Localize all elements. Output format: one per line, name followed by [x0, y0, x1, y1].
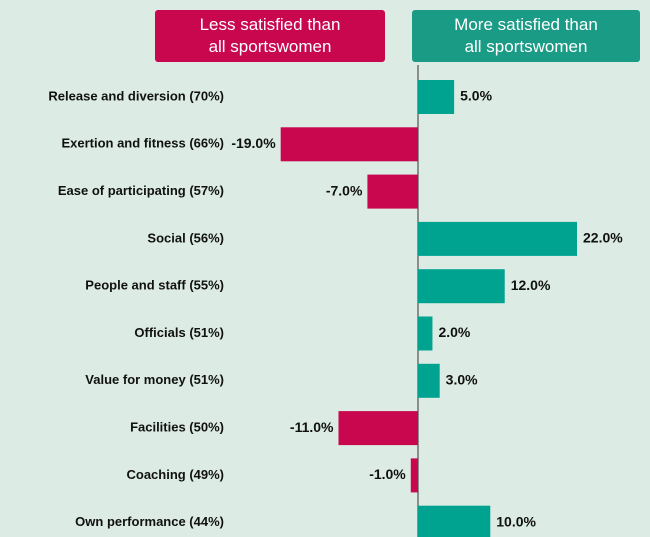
- category-label: Exertion and fitness (66%): [61, 136, 224, 151]
- legend-positive: More satisfied than all sportswomen: [412, 10, 640, 62]
- category-label: People and staff (55%): [85, 278, 224, 293]
- bar: [418, 505, 491, 537]
- category-label: Facilities (50%): [130, 420, 224, 435]
- value-label: -19.0%: [231, 135, 276, 151]
- value-label: 3.0%: [446, 372, 478, 388]
- value-label: -1.0%: [369, 466, 406, 482]
- category-label: Coaching (49%): [126, 467, 224, 482]
- value-label: 22.0%: [583, 230, 623, 246]
- category-label: Officials (51%): [134, 325, 224, 340]
- bar: [418, 316, 433, 351]
- category-label: Ease of participating (57%): [58, 183, 224, 198]
- bar: [338, 411, 418, 446]
- value-label: 10.0%: [496, 513, 536, 529]
- category-label: Value for money (51%): [85, 372, 224, 387]
- bar: [367, 174, 418, 209]
- bar: [418, 363, 440, 398]
- value-label: 2.0%: [438, 324, 470, 340]
- bar: [418, 80, 455, 114]
- legend-negative: Less satisfied than all sportswomen: [155, 10, 385, 62]
- value-label: 12.0%: [511, 277, 551, 293]
- category-label: Release and diversion (70%): [48, 88, 224, 103]
- bar: [418, 221, 577, 256]
- bar: [410, 458, 418, 493]
- value-label: -11.0%: [290, 419, 334, 435]
- value-label: 5.0%: [460, 88, 492, 104]
- category-label: Social (56%): [147, 230, 224, 245]
- bar: [418, 269, 505, 304]
- bar: [280, 127, 418, 162]
- category-label: Own performance (44%): [75, 514, 224, 529]
- value-label: -7.0%: [326, 182, 363, 198]
